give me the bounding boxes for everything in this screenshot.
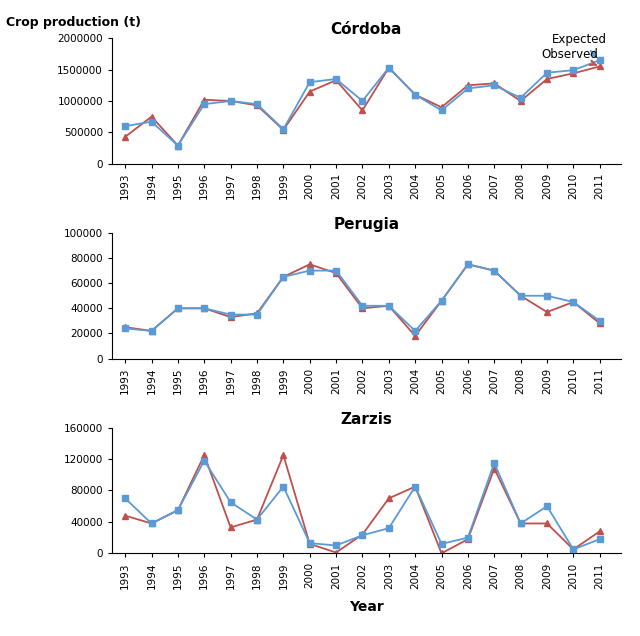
Text: Expected: Expected — [552, 33, 607, 57]
X-axis label: Year: Year — [349, 600, 384, 614]
Title: Córdoba: Córdoba — [331, 22, 402, 37]
Text: Crop production (t): Crop production (t) — [6, 16, 141, 29]
Title: Zarzis: Zarzis — [340, 411, 392, 427]
Text: Observed: Observed — [541, 48, 598, 65]
Title: Perugia: Perugia — [333, 217, 399, 232]
